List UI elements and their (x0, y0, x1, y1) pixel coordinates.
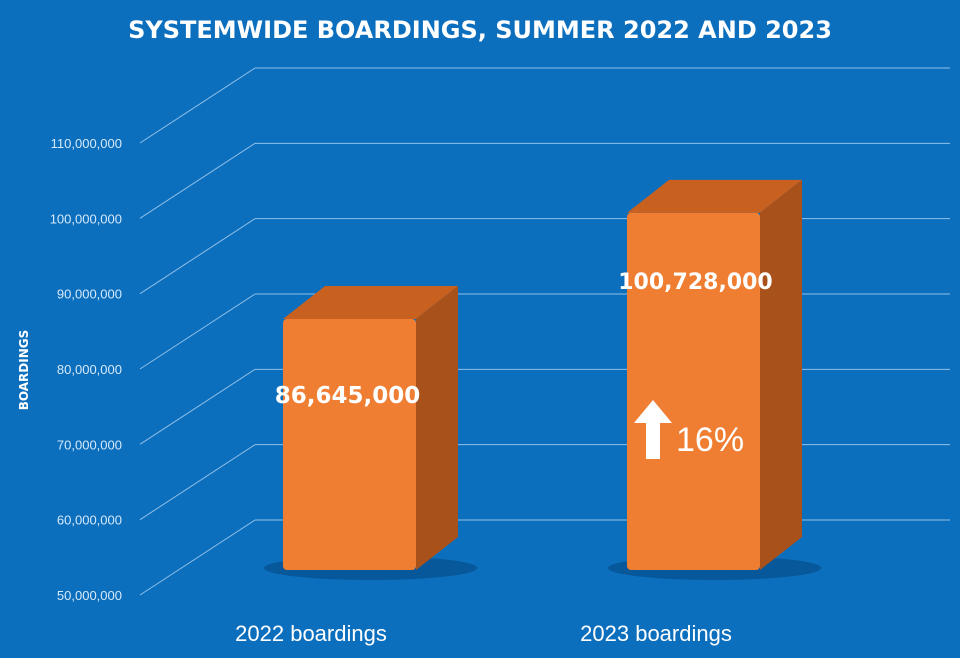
bar-side (416, 285, 458, 570)
x-category-label: 2022 boardings (235, 621, 387, 646)
x-axis-categories: 2022 boardings 2023 boardings (235, 621, 732, 646)
grid-line-diagonal (139, 293, 256, 370)
y-tick-label: 50,000,000 (57, 588, 122, 603)
bar-2: 100,728,000 (608, 179, 821, 580)
up-arrow-icon (634, 400, 672, 459)
y-tick-label: 100,000,000 (50, 211, 122, 226)
bars: 86,645,000 100,728,000 (264, 179, 821, 580)
bar-top (283, 285, 458, 319)
chart-title: SYSTEMWIDE BOARDINGS, SUMMER 2022 AND 20… (128, 16, 832, 44)
bar-value-label: 86,645,000 (275, 383, 421, 409)
growth-percent: 16% (676, 421, 744, 459)
bar-front (283, 318, 416, 570)
growth-annotation: 16% (634, 400, 744, 459)
grid-line-diagonal (139, 67, 256, 144)
x-category-label: 2023 boardings (580, 621, 732, 646)
y-tick-label: 70,000,000 (57, 437, 122, 452)
y-tick-label: 90,000,000 (57, 287, 122, 302)
grid-line-diagonal (139, 142, 256, 219)
bar-side (760, 179, 802, 570)
bar-1: 86,645,000 (264, 285, 477, 580)
grid-line-diagonal (139, 218, 256, 295)
y-axis-label: BOARDINGS (17, 330, 31, 411)
bar-top (627, 179, 802, 213)
y-tick-label: 80,000,000 (57, 362, 122, 377)
grid-line-diagonal (139, 519, 256, 596)
y-tick-label: 60,000,000 (57, 513, 122, 528)
bar-front (627, 212, 760, 570)
grid-line-diagonal (139, 368, 256, 445)
y-axis-ticks: 50,000,000 60,000,000 70,000,000 80,000,000… (50, 136, 122, 603)
bar-value-label: 100,728,000 (618, 270, 772, 295)
grid-line-diagonal (139, 444, 256, 521)
y-tick-label: 110,000,000 (51, 136, 122, 151)
